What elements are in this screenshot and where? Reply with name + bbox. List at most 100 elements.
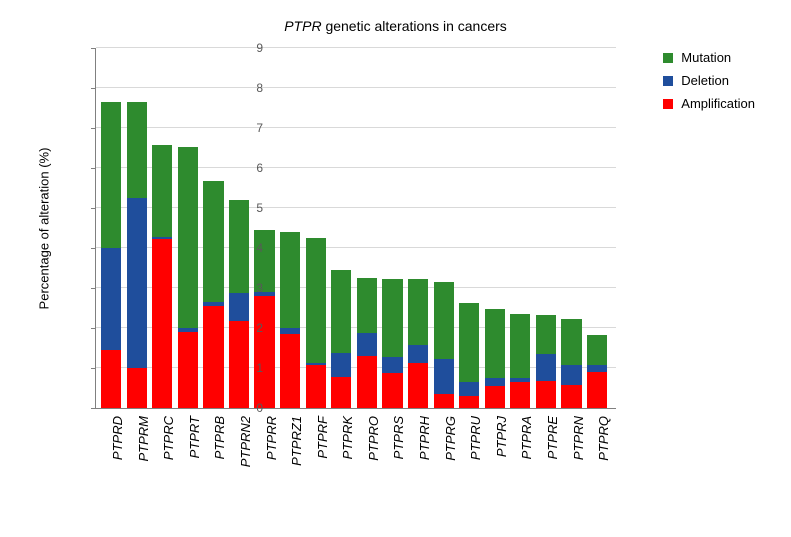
x-tick-label: PTPRN (560, 412, 580, 522)
bar-segment-amplification (536, 381, 556, 408)
x-tick-label: PTPRD (100, 412, 120, 522)
bar-segment-deletion (357, 333, 377, 356)
x-tick-label: PTPRK (330, 412, 350, 522)
bar-segment-mutation (178, 147, 198, 328)
bar-segment-deletion (587, 365, 607, 372)
bar-segment-mutation (510, 314, 530, 378)
bar-segment-deletion (408, 345, 428, 363)
bar-segment-mutation (408, 279, 428, 345)
legend-swatch (663, 76, 673, 86)
bar-column (254, 230, 274, 408)
ytick-label: 6 (223, 161, 263, 175)
ytick-mark (91, 128, 96, 129)
x-tick-label: PTPRN2 (228, 412, 248, 522)
ytick-label: 5 (223, 201, 263, 215)
legend-item-deletion: Deletion (663, 73, 755, 88)
bar-column (229, 200, 249, 408)
ytick-label: 7 (223, 121, 263, 135)
x-axis-labels: PTPRDPTPRMPTPRCPTPRTPTPRBPTPRN2PTPRRPTPR… (95, 412, 615, 522)
bar-segment-deletion (459, 382, 479, 396)
legend-label: Amplification (681, 96, 755, 111)
chart-container: PTPR genetic alterations in cancers Perc… (0, 0, 791, 537)
bar-segment-mutation (459, 303, 479, 382)
x-tick-label: PTPRA (509, 412, 529, 522)
ytick-mark (91, 408, 96, 409)
bar-segment-mutation (434, 282, 454, 359)
bar-segment-amplification (485, 386, 505, 408)
bar-segment-deletion (229, 293, 249, 321)
bar-column (587, 335, 607, 408)
x-tick-label: PTPRJ (484, 412, 504, 522)
bar-segment-amplification (357, 356, 377, 408)
bar-segment-amplification (382, 373, 402, 408)
ytick-label: 2 (223, 321, 263, 335)
ytick-mark (91, 168, 96, 169)
bar-column (485, 309, 505, 408)
legend-swatch (663, 99, 673, 109)
bar-segment-amplification (561, 385, 581, 408)
plot-area (95, 48, 616, 409)
x-tick-label: PTPRU (458, 412, 478, 522)
bar-column (178, 147, 198, 408)
bar-segment-amplification (178, 332, 198, 408)
x-tick-label: PTPRZ1 (279, 412, 299, 522)
bar-segment-mutation (203, 181, 223, 302)
title-rest: genetic alterations in cancers (322, 18, 507, 34)
bar-segment-mutation (357, 278, 377, 333)
bar-column (536, 315, 556, 408)
bar-segment-deletion (331, 353, 351, 377)
bar-column (434, 282, 454, 408)
ytick-label: 1 (223, 361, 263, 375)
ytick-label: 3 (223, 281, 263, 295)
bar-segment-amplification (280, 334, 300, 408)
bar-segment-amplification (254, 296, 274, 408)
bar-segment-amplification (408, 363, 428, 408)
bar-segment-amplification (434, 394, 454, 408)
bar-segment-amplification (101, 350, 121, 408)
x-tick-label: PTPRB (202, 412, 222, 522)
ytick-mark (91, 208, 96, 209)
ytick-label: 4 (223, 241, 263, 255)
bar-column (408, 279, 428, 408)
ytick-label: 9 (223, 41, 263, 55)
x-tick-label: PTPRE (535, 412, 555, 522)
x-tick-label: PTPRR (253, 412, 273, 522)
x-tick-label: PTPRS (381, 412, 401, 522)
y-axis-label: Percentage of alteration (%) (34, 48, 54, 408)
ytick-label: 8 (223, 81, 263, 95)
ytick-mark (91, 88, 96, 89)
bar-segment-mutation (152, 145, 172, 237)
x-tick-label: PTPRT (177, 412, 197, 522)
bar-segment-deletion (485, 378, 505, 386)
bar-segment-mutation (485, 309, 505, 378)
bar-segment-mutation (306, 238, 326, 363)
x-tick-label: PTPRC (151, 412, 171, 522)
bar-column (510, 314, 530, 408)
bar-segment-deletion (536, 354, 556, 381)
bar-segment-mutation (561, 319, 581, 365)
bar-segment-mutation (382, 279, 402, 357)
ytick-mark (91, 288, 96, 289)
legend-item-amplification: Amplification (663, 96, 755, 111)
ytick-mark (91, 328, 96, 329)
bars-group (96, 48, 616, 408)
ytick-mark (91, 48, 96, 49)
x-tick-label: PTPRH (407, 412, 427, 522)
bar-column (280, 232, 300, 408)
legend: MutationDeletionAmplification (663, 50, 755, 119)
bar-segment-mutation (587, 335, 607, 365)
bar-segment-mutation (331, 270, 351, 353)
bar-segment-deletion (434, 359, 454, 394)
legend-label: Deletion (681, 73, 729, 88)
bar-segment-mutation (280, 232, 300, 328)
bar-segment-amplification (510, 382, 530, 408)
bar-segment-mutation (127, 102, 147, 198)
legend-swatch (663, 53, 673, 63)
bar-segment-amplification (127, 368, 147, 408)
chart-title: PTPR genetic alterations in cancers (0, 18, 791, 34)
bar-segment-amplification (587, 372, 607, 408)
bar-column (382, 279, 402, 408)
bar-column (203, 181, 223, 408)
x-tick-label: PTPRG (433, 412, 453, 522)
bar-segment-amplification (306, 365, 326, 408)
